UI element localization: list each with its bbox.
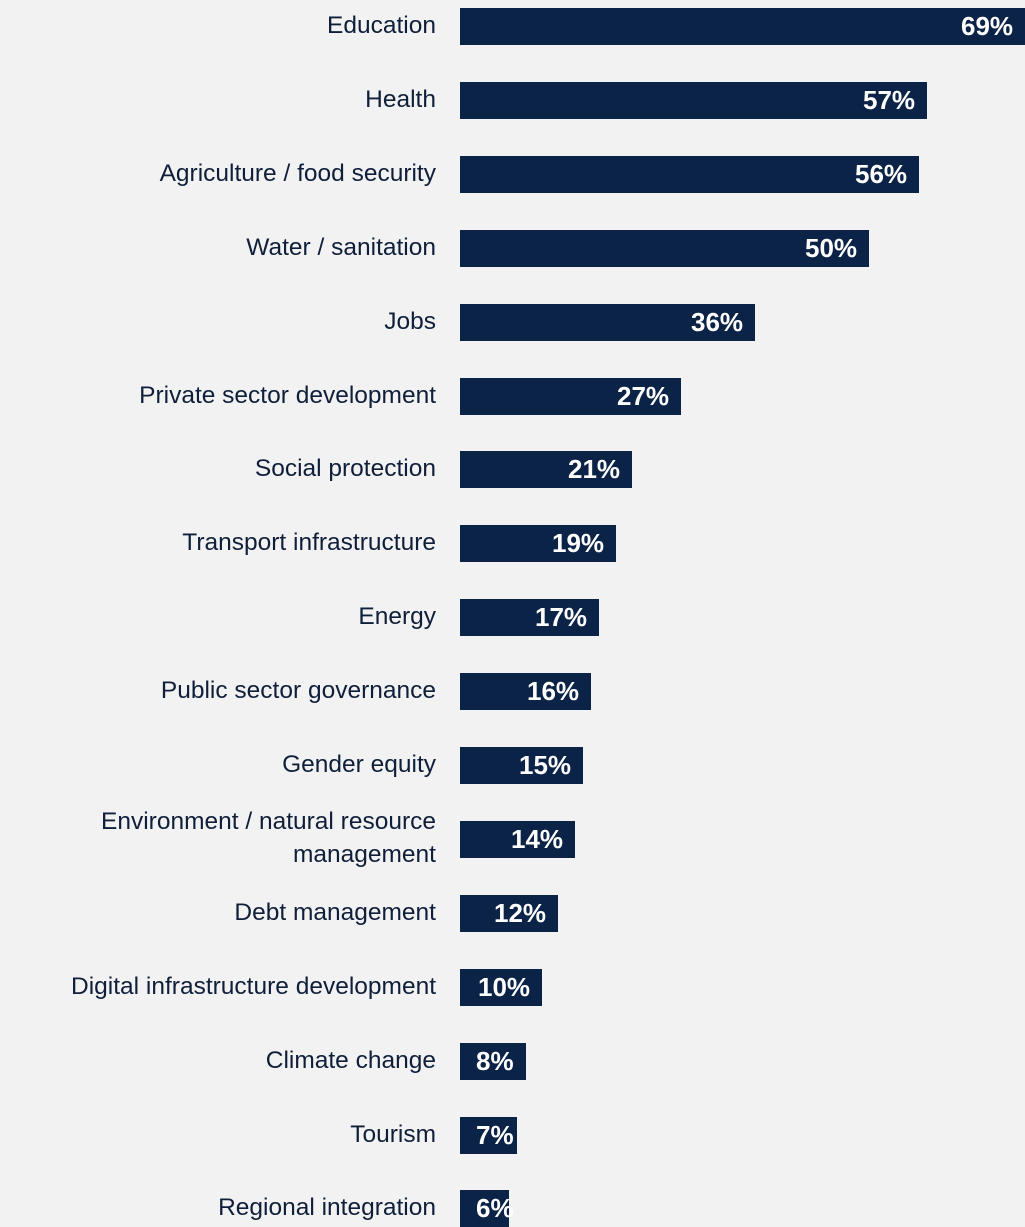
category-label: Debt management xyxy=(234,898,436,926)
bar-value-label: 6% xyxy=(476,1193,514,1224)
bar-value-label: 16% xyxy=(527,676,580,707)
category-label: Tourism xyxy=(350,1120,436,1148)
bar-value-label: 17% xyxy=(535,602,588,633)
bar-value-label: 19% xyxy=(552,528,605,559)
category-label: Public sector governance xyxy=(160,677,436,705)
bar xyxy=(460,155,919,193)
bar xyxy=(460,747,583,784)
bar xyxy=(460,673,591,711)
bar xyxy=(460,968,542,1006)
bar-value-label: 36% xyxy=(691,306,744,337)
category-label: Social protection xyxy=(254,455,436,483)
category-label: Energy xyxy=(358,603,436,631)
bar xyxy=(460,229,869,267)
bar xyxy=(460,303,755,341)
bar-value-label: 8% xyxy=(476,1045,514,1076)
bar xyxy=(460,525,616,563)
bar-value-label: 21% xyxy=(568,454,621,485)
category-label: Environment / natural resource managemen… xyxy=(101,808,436,869)
bar xyxy=(460,8,1025,45)
bar-value-label: 10% xyxy=(478,971,531,1002)
bar-value-label: 27% xyxy=(617,380,670,411)
bar xyxy=(460,377,681,415)
category-label: Digital infrastructure development xyxy=(71,972,436,1000)
category-label: Transport infrastructure xyxy=(182,529,436,557)
category-label: Gender equity xyxy=(282,751,436,778)
bar xyxy=(460,1116,517,1154)
category-label: Agriculture / food security xyxy=(159,159,436,187)
bar xyxy=(460,1042,526,1080)
bar xyxy=(460,1190,509,1227)
bar-value-label: 7% xyxy=(476,1119,514,1150)
bar-value-label: 15% xyxy=(519,750,572,780)
category-label: Climate change xyxy=(265,1046,436,1074)
bar xyxy=(460,894,558,932)
bar-value-label: 14% xyxy=(511,823,564,854)
bar xyxy=(460,451,632,489)
bar xyxy=(460,820,575,858)
category-label: Regional integration xyxy=(218,1194,436,1222)
bar-value-label: 57% xyxy=(863,84,916,115)
bar xyxy=(460,599,599,637)
bar-value-label: 12% xyxy=(494,897,547,928)
category-label: Health xyxy=(365,85,436,113)
bar-value-label: 50% xyxy=(805,232,858,263)
category-label: Private sector development xyxy=(139,381,436,409)
bar-value-label: 69% xyxy=(961,11,1014,41)
category-label: Education xyxy=(327,12,436,39)
category-label: Jobs xyxy=(384,307,436,335)
bar-value-label: 56% xyxy=(855,158,908,189)
category-label: Water / sanitation xyxy=(246,233,436,261)
bar xyxy=(460,81,927,119)
